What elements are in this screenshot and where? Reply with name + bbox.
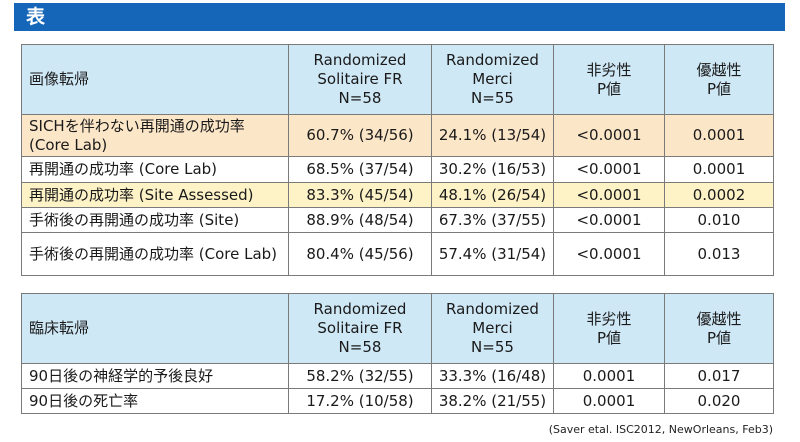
column-header-merci: Randomized Merci N=55 [431, 44, 554, 115]
row-label: 手術後の再開通の成功率 (Core Lab) [21, 232, 289, 276]
cell-noninferiority-p: <0.0001 [553, 114, 665, 157]
table-row: 90日後の神経学的予後良好 58.2% (32/55) 33.3% (16/48… [21, 363, 774, 389]
column-header-solitaire: Randomized Solitaire FR N=58 [288, 293, 432, 364]
cell-merci: 30.2% (16/53) [431, 156, 554, 183]
table-header-row: 臨床転帰 Randomized Solitaire FR N=58 Randomiz… [21, 293, 774, 364]
cell-superiority-p: 0.0002 [664, 182, 774, 208]
cell-superiority-p: 0.013 [664, 232, 774, 276]
cell-noninferiority-p: <0.0001 [553, 156, 665, 183]
table-row: 再開通の成功率 (Site Assessed) 83.3% (45/54) 48… [21, 182, 774, 208]
cell-noninferiority-p: 0.0001 [553, 363, 665, 389]
cell-superiority-p: 0.017 [664, 363, 774, 389]
clinical-outcomes-table: 臨床転帰 Randomized Solitaire FR N=58 Randomiz… [21, 293, 774, 414]
table-row: 手術後の再開通の成功率 (Site) 88.9% (48/54) 67.3% (… [21, 207, 774, 233]
cell-solitaire: 68.5% (37/54) [288, 156, 432, 183]
table-row: 手術後の再開通の成功率 (Core Lab) 80.4% (45/56) 57.… [21, 232, 774, 276]
cell-merci: 57.4% (31/54) [431, 232, 554, 276]
row-label: 再開通の成功率 (Site Assessed) [21, 182, 289, 208]
table-header-row: 画像転帰 Randomized Solitaire FR N=58 Randomiz… [21, 44, 774, 115]
cell-noninferiority-p: <0.0001 [553, 232, 665, 276]
cell-superiority-p: 0.0001 [664, 156, 774, 183]
cell-superiority-p: 0.010 [664, 207, 774, 233]
cell-noninferiority-p: 0.0001 [553, 388, 665, 414]
column-header-noninferiority: 非劣性 P値 [553, 293, 665, 364]
cell-merci: 38.2% (21/55) [431, 388, 554, 414]
column-header-superiority: 優越性 P値 [664, 44, 774, 115]
row-label: 90日後の神経学的予後良好 [21, 363, 289, 389]
cell-merci: 67.3% (37/55) [431, 207, 554, 233]
cell-noninferiority-p: <0.0001 [553, 182, 665, 208]
row-label: 手術後の再開通の成功率 (Site) [21, 207, 289, 233]
row-label: 90日後の死亡率 [21, 388, 289, 414]
cell-noninferiority-p: <0.0001 [553, 207, 665, 233]
cell-merci: 48.1% (26/54) [431, 182, 554, 208]
cell-solitaire: 83.3% (45/54) [288, 182, 432, 208]
column-header-merci: Randomized Merci N=55 [431, 293, 554, 364]
column-header-superiority: 優越性 P値 [664, 293, 774, 364]
page-title: 表 [14, 3, 785, 31]
cell-solitaire: 58.2% (32/55) [288, 363, 432, 389]
cell-superiority-p: 0.0001 [664, 114, 774, 157]
table-section-title: 臨床転帰 [21, 293, 289, 364]
table-row: SICHを伴わない再開通の成功率 (Core Lab) 60.7% (34/56… [21, 114, 774, 157]
table-row: 90日後の死亡率 17.2% (10/58) 38.2% (21/55) 0.0… [21, 388, 774, 414]
cell-merci: 24.1% (13/54) [431, 114, 554, 157]
cell-solitaire: 17.2% (10/58) [288, 388, 432, 414]
cell-superiority-p: 0.020 [664, 388, 774, 414]
cell-merci: 33.3% (16/48) [431, 363, 554, 389]
row-label: SICHを伴わない再開通の成功率 (Core Lab) [21, 114, 289, 157]
row-label: 再開通の成功率 (Core Lab) [21, 156, 289, 183]
cell-solitaire: 80.4% (45/56) [288, 232, 432, 276]
column-header-solitaire: Randomized Solitaire FR N=58 [288, 44, 432, 115]
table-section-title: 画像転帰 [21, 44, 289, 115]
imaging-outcomes-table: 画像転帰 Randomized Solitaire FR N=58 Randomiz… [21, 44, 774, 276]
table-row: 再開通の成功率 (Core Lab) 68.5% (37/54) 30.2% (… [21, 156, 774, 183]
cell-solitaire: 60.7% (34/56) [288, 114, 432, 157]
cell-solitaire: 88.9% (48/54) [288, 207, 432, 233]
column-header-noninferiority: 非劣性 P値 [553, 44, 665, 115]
source-citation: (Saver etal. ISC2012, NewOrleans, Feb3) [548, 423, 773, 436]
